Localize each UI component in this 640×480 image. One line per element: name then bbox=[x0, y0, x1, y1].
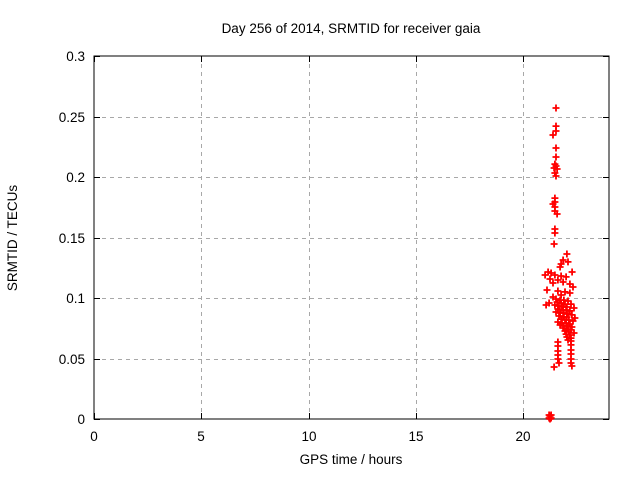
data-point bbox=[554, 276, 562, 284]
data-point bbox=[546, 275, 554, 283]
x-tick-labels: 0 5 10 15 20 bbox=[90, 429, 530, 444]
data-point bbox=[543, 286, 551, 294]
data-point bbox=[552, 144, 560, 152]
y-tick-label: 0.3 bbox=[66, 49, 85, 64]
data-point bbox=[549, 279, 557, 287]
y-tick-label: 0.25 bbox=[59, 110, 85, 125]
data-point bbox=[562, 273, 570, 281]
grid-lines bbox=[94, 56, 609, 419]
data-point bbox=[542, 301, 550, 309]
data-point bbox=[557, 291, 565, 299]
y-axis-label: SRMTID / TECUs bbox=[5, 185, 20, 292]
data-point bbox=[552, 308, 560, 316]
data-point bbox=[552, 127, 560, 135]
chart-title: Day 256 of 2014, SRMTID for receiver gai… bbox=[222, 21, 481, 36]
data-point bbox=[553, 165, 561, 173]
x-tick-label: 15 bbox=[408, 429, 423, 444]
data-point bbox=[559, 256, 567, 264]
data-point bbox=[552, 104, 560, 112]
data-point bbox=[554, 355, 562, 363]
data-point bbox=[568, 362, 576, 370]
data-point bbox=[546, 415, 554, 423]
data-point bbox=[567, 300, 575, 308]
data-point bbox=[552, 153, 560, 161]
data-point bbox=[561, 288, 569, 296]
y-tick-labels: 0 0.05 0.1 0.15 0.2 0.25 0.3 bbox=[59, 49, 85, 427]
data-point bbox=[554, 287, 562, 295]
data-point bbox=[551, 229, 559, 237]
data-point bbox=[559, 278, 567, 286]
data-point bbox=[547, 269, 555, 277]
y-tick-label: 0.15 bbox=[59, 231, 85, 246]
x-tick-label: 5 bbox=[197, 429, 205, 444]
plot-border bbox=[93, 55, 610, 420]
data-point bbox=[547, 414, 555, 422]
axis-tick-marks bbox=[94, 56, 609, 420]
data-point bbox=[568, 268, 576, 276]
y-tick-label: 0 bbox=[77, 412, 85, 427]
y-tick-label: 0.05 bbox=[59, 352, 85, 367]
data-point bbox=[541, 271, 549, 279]
data-point bbox=[564, 258, 572, 266]
data-point bbox=[570, 329, 578, 337]
data-point bbox=[570, 304, 578, 312]
data-point bbox=[563, 250, 571, 258]
x-tick-label: 10 bbox=[301, 429, 316, 444]
data-point bbox=[566, 289, 574, 297]
x-tick-label: 0 bbox=[90, 429, 98, 444]
data-point bbox=[551, 301, 559, 309]
y-tick-label: 0.2 bbox=[66, 170, 85, 185]
data-point bbox=[551, 271, 559, 279]
data-point bbox=[556, 263, 564, 271]
data-point bbox=[550, 363, 558, 371]
x-tick-label: 20 bbox=[515, 429, 530, 444]
x-axis-label: GPS time / hours bbox=[300, 452, 403, 467]
data-point bbox=[569, 283, 577, 291]
data-point bbox=[549, 131, 557, 139]
data-point bbox=[553, 210, 561, 218]
data-point bbox=[550, 240, 558, 248]
data-points bbox=[541, 104, 579, 423]
data-point bbox=[555, 359, 563, 367]
y-tick-label: 0.1 bbox=[66, 291, 85, 306]
data-point bbox=[552, 172, 560, 180]
